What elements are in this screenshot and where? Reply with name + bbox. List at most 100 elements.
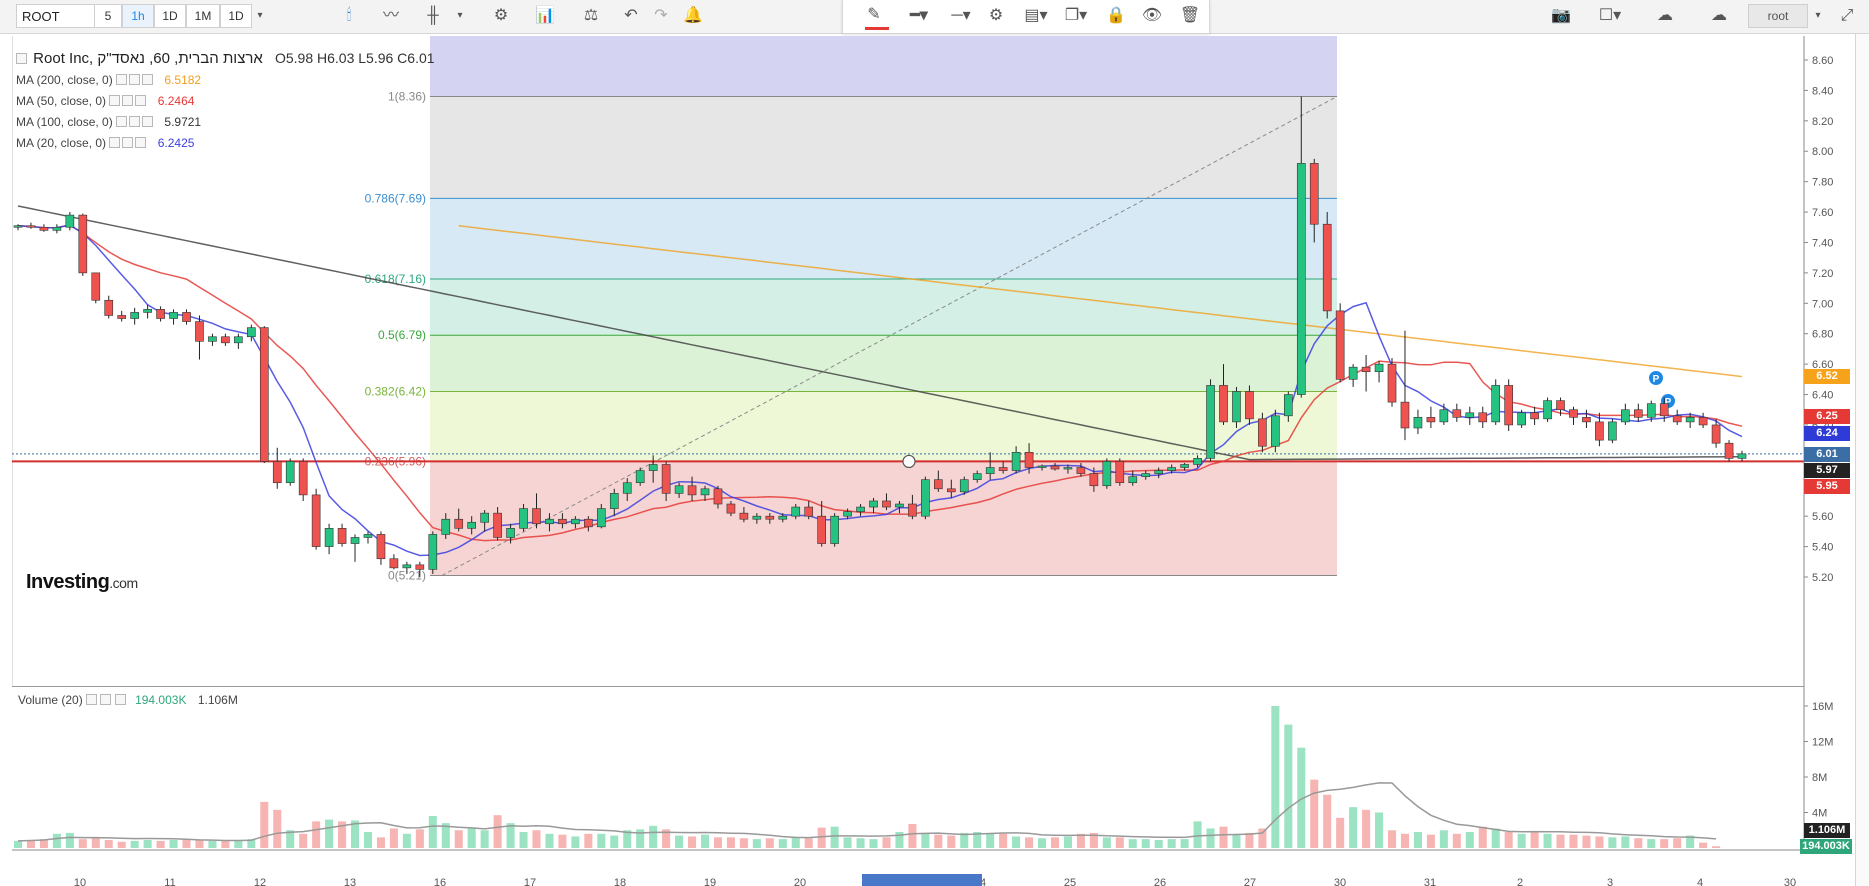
candle-body[interactable] xyxy=(1206,385,1215,459)
interval-custom-button[interactable]: 1D xyxy=(220,4,252,28)
volume-bar[interactable] xyxy=(999,833,1008,848)
candle-body[interactable] xyxy=(259,327,269,462)
candle-body[interactable] xyxy=(584,518,593,528)
candle-body[interactable] xyxy=(1219,385,1228,423)
ma-remove-icon[interactable] xyxy=(142,74,154,85)
candle-body[interactable] xyxy=(1556,400,1565,411)
collapse-legend-icon[interactable] xyxy=(16,53,27,64)
volume-bar[interactable] xyxy=(545,833,554,848)
visibility-eye-icon[interactable]: 👁 xyxy=(1141,7,1163,24)
pencil-icon[interactable]: ✎ xyxy=(867,6,881,23)
candle-body[interactable] xyxy=(869,500,878,508)
line-drag-handle[interactable] xyxy=(902,454,916,469)
volume-bar[interactable] xyxy=(843,837,852,848)
candle-body[interactable] xyxy=(1426,417,1436,423)
candle-body[interactable] xyxy=(558,518,567,525)
volume-bar[interactable] xyxy=(1582,835,1591,848)
candle-body[interactable] xyxy=(39,226,49,231)
volume-bar[interactable] xyxy=(1647,839,1656,848)
volume-bar[interactable] xyxy=(1465,832,1474,848)
candle-body[interactable] xyxy=(830,515,839,544)
candle-body[interactable] xyxy=(156,309,165,319)
ma-remove-icon[interactable] xyxy=(142,116,154,127)
layout-icon[interactable]: ☐▾ xyxy=(1598,7,1622,24)
candle-body[interactable] xyxy=(1089,473,1099,487)
candle-body[interactable] xyxy=(415,564,425,570)
candle-body[interactable] xyxy=(1413,417,1423,429)
volume-bar[interactable] xyxy=(1180,839,1189,848)
user-dropdown-icon[interactable]: ▾ xyxy=(1815,10,1821,21)
candle-body[interactable] xyxy=(1348,366,1358,380)
volume-visibility-icon[interactable] xyxy=(86,694,98,705)
volume-bar[interactable] xyxy=(1115,837,1124,848)
candle-body[interactable] xyxy=(52,226,62,231)
volume-bar[interactable] xyxy=(869,839,878,848)
alert-bell-icon[interactable]: 🔔 xyxy=(683,7,703,24)
volume-bar[interactable] xyxy=(78,839,87,848)
volume-bar[interactable] xyxy=(1530,832,1539,848)
candle-body[interactable] xyxy=(1400,401,1410,429)
volume-bar[interactable] xyxy=(493,815,502,848)
candle-body[interactable] xyxy=(700,488,710,496)
candle-body[interactable] xyxy=(1724,442,1734,459)
ma100-line[interactable] xyxy=(17,205,1743,461)
candle-body[interactable] xyxy=(1193,458,1202,465)
candle-body[interactable] xyxy=(182,312,191,322)
volume-bar[interactable] xyxy=(895,832,904,848)
candle-body[interactable] xyxy=(687,485,697,496)
volume-bar[interactable] xyxy=(208,840,217,848)
volume-bar[interactable] xyxy=(519,832,528,848)
candle-body[interactable] xyxy=(765,515,775,520)
candle-body[interactable] xyxy=(130,312,139,319)
candle-body[interactable] xyxy=(1245,391,1254,420)
volume-bar[interactable] xyxy=(921,833,930,848)
candle-body[interactable] xyxy=(1063,467,1073,470)
volume-bar[interactable] xyxy=(1362,809,1371,848)
pane-divider[interactable] xyxy=(12,686,1804,687)
trash-icon[interactable]: 🗑 xyxy=(1179,7,1201,24)
volume-bar[interactable] xyxy=(117,841,126,848)
candle-body[interactable] xyxy=(804,506,814,517)
candle-body[interactable] xyxy=(895,503,904,508)
candle-body[interactable] xyxy=(1543,400,1552,420)
candle-body[interactable] xyxy=(1582,417,1591,423)
candle-body[interactable] xyxy=(1115,461,1125,484)
volume-bar[interactable] xyxy=(39,839,48,848)
candle-body[interactable] xyxy=(467,521,477,529)
volume-bar[interactable] xyxy=(765,838,774,848)
volume-bar[interactable] xyxy=(169,840,178,848)
candle-body[interactable] xyxy=(856,506,865,512)
candle-body[interactable] xyxy=(545,518,554,525)
line-width-icon[interactable]: ━▾ xyxy=(910,7,928,24)
volume-bar[interactable] xyxy=(1699,842,1708,848)
candle-body[interactable] xyxy=(1258,418,1267,447)
candle-body[interactable] xyxy=(221,336,230,344)
volume-ma-line[interactable] xyxy=(17,782,1717,842)
candle-body[interactable] xyxy=(272,461,282,484)
candle-body[interactable] xyxy=(1374,363,1384,373)
candle-body[interactable] xyxy=(674,485,684,494)
interval-1m-button[interactable]: 1M xyxy=(186,4,220,28)
candle-body[interactable] xyxy=(195,321,204,342)
settings-gear-icon[interactable]: ⚙ xyxy=(493,7,509,24)
candle-body[interactable] xyxy=(1737,453,1747,459)
candle-body[interactable] xyxy=(428,534,438,570)
candle-body[interactable] xyxy=(622,482,632,494)
ma-visibility-icon[interactable] xyxy=(109,95,121,106)
volume-bar[interactable] xyxy=(726,837,735,848)
candle-body[interactable] xyxy=(1465,412,1475,418)
layers-icon[interactable]: ▤▾ xyxy=(1024,7,1048,24)
candle-body[interactable] xyxy=(13,225,23,228)
volume-bar[interactable] xyxy=(1258,828,1267,848)
candle-body[interactable] xyxy=(946,488,956,493)
pencil-color-swatch[interactable] xyxy=(865,27,889,30)
volume-bar[interactable] xyxy=(13,840,23,848)
candle-body[interactable] xyxy=(285,461,295,484)
volume-bar[interactable] xyxy=(973,832,982,848)
candle-body[interactable] xyxy=(1024,452,1034,468)
volume-bar[interactable] xyxy=(908,824,917,848)
candle-body[interactable] xyxy=(1621,409,1630,423)
volume-bar[interactable] xyxy=(1012,836,1021,848)
ma-visibility-icon[interactable] xyxy=(116,116,128,127)
